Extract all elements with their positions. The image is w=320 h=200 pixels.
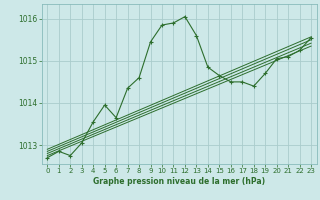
X-axis label: Graphe pression niveau de la mer (hPa): Graphe pression niveau de la mer (hPa)	[93, 177, 265, 186]
